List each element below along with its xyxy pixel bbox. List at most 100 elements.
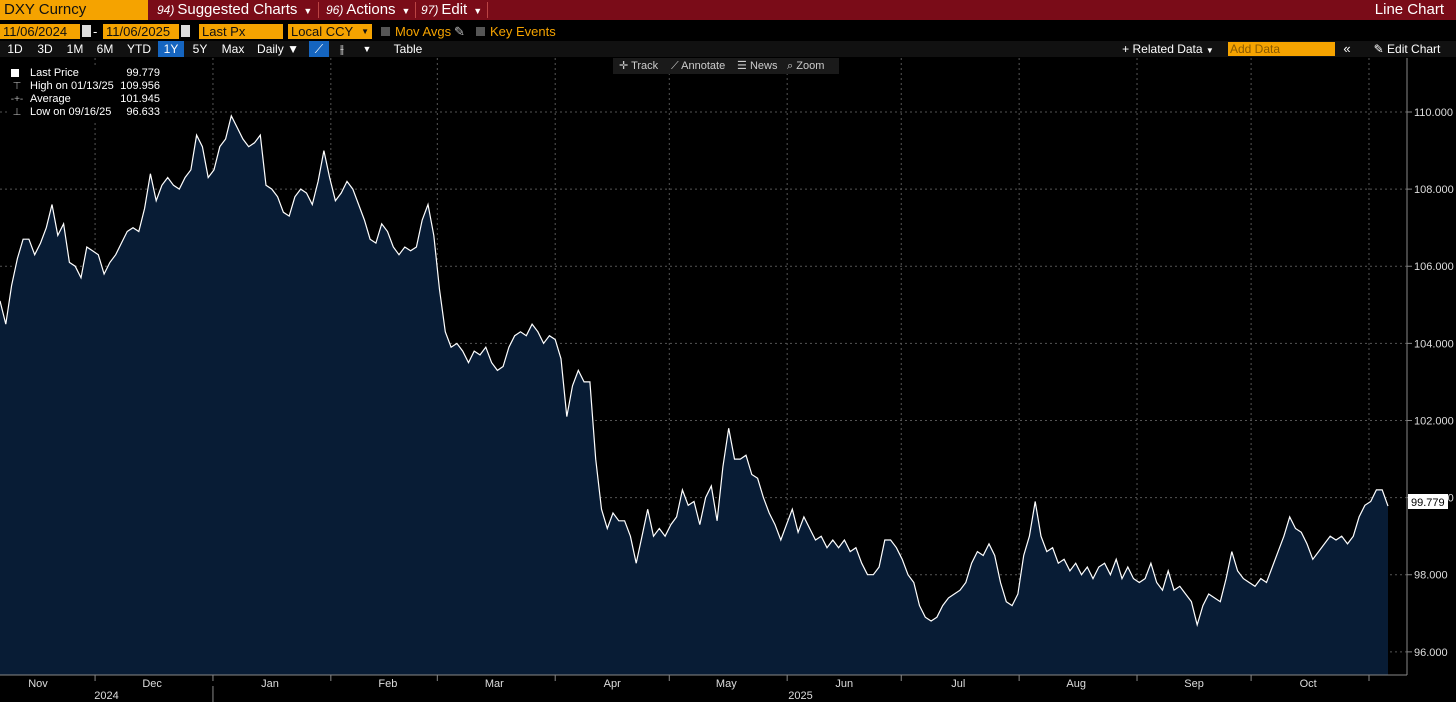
caret-down-icon: ▼ [473,6,483,16]
currency-label: Local CCY [291,24,354,39]
x-tick-label: Sep [1184,678,1204,690]
menu-label: Actions [346,1,396,18]
add-data-input[interactable]: Add Data [1228,42,1335,56]
x-tick-label: Jun [835,678,853,690]
range-6m-button[interactable]: 6M [96,42,114,56]
range-ytd-button[interactable]: YTD [127,42,151,56]
x-tick-label: Dec [142,678,162,690]
caret-down-icon: ▼ [401,6,411,16]
x-tick-label: Aug [1066,678,1086,690]
news-tool[interactable]: ☰ News [737,58,777,74]
price-line [0,114,1389,628]
frequency-label: Daily [257,42,284,56]
edit-menu[interactable]: 97) Edit ▼ [421,0,482,20]
menu-divider [318,2,319,18]
track-tool[interactable]: ✛ Track [619,58,658,74]
legend-value: 109.956 [120,80,160,92]
x-tick-label: Apr [604,678,621,690]
line-chart-icon[interactable]: ⟋ [309,41,329,57]
key-events-checkbox[interactable] [476,27,485,36]
related-data-label: Related Data [1132,42,1203,56]
range-1m-button[interactable]: 1M [66,42,84,56]
frequency-select[interactable]: Daily ▼ [253,41,303,57]
currency-select[interactable]: Local CCY ▼ [288,24,372,39]
range-1y-button[interactable]: 1Y [158,41,184,57]
end-date-field[interactable]: 11/06/2025 [103,24,179,39]
price-area-fill [0,115,1388,676]
actions-menu[interactable]: 96) Actions ▼ [326,0,410,20]
low-marker-icon: ⊥ [12,107,22,118]
y-tick-label: 96.000 [1414,647,1448,659]
crosshair-icon: ✛ [619,60,629,72]
tool-label: Annotate [681,60,726,72]
legend-label: High on 01/13/25 [30,80,114,92]
tool-label: Track [631,60,659,72]
ticker-input[interactable]: DXY Curncy [0,0,148,20]
high-marker-icon: ⊤ [12,81,22,92]
mov-avgs-checkbox[interactable] [381,27,390,36]
x-tick-label: May [716,678,737,690]
white-square-icon [11,69,19,77]
legend-label: Average [30,93,71,105]
menu-divider [487,2,488,18]
x-tick-label: Nov [28,678,48,690]
x-tick-label: Jan [261,678,279,690]
date-dash: - [93,24,98,39]
table-button[interactable]: Table [393,42,423,56]
legend-value: 101.945 [120,93,160,105]
caret-down-icon: ▼ [361,27,369,36]
range-max-button[interactable]: Max [221,42,245,56]
legend-value: 99.779 [126,67,160,79]
collapse-arrows-icon[interactable]: « [1343,41,1351,56]
caret-down-icon[interactable]: ▼ [362,44,372,54]
news-icon: ☰ [737,60,747,72]
edit-chart-button[interactable]: ✎ Edit Chart [1360,41,1454,57]
legend-label: Low on 09/16/25 [30,106,112,118]
plus-icon: + [1122,42,1130,56]
chart-tools-bar: ✛ Track ⟋ Annotate ☰ News ⌕ Zoom [613,58,839,74]
mov-avgs-label[interactable]: Mov Avgs [395,24,452,39]
calendar-icon[interactable] [181,25,190,37]
average-marker-icon: -+- [10,94,24,105]
y-tick-label: 102.000 [1414,415,1454,427]
legend-row-last-price[interactable]: Last Price 99.779 [7,67,163,80]
menu-number: 97) [421,3,439,17]
related-data-button[interactable]: + Related Data ▼ [1118,41,1218,57]
y-tick-label: 108.000 [1414,184,1454,196]
x-tick-label: Mar [485,678,504,690]
settings-row: 11/06/2024 - 11/06/2025 Last Px Local CC… [0,22,1456,40]
pencil-icon[interactable]: ✎ [454,24,465,39]
last-price-tag [1408,494,1448,509]
edit-chart-label: Edit Chart [1387,42,1441,56]
y-tick-label: 104.000 [1414,338,1454,350]
y-tick-label: 110.000 [1414,107,1453,119]
range-3d-button[interactable]: 3D [37,42,53,56]
range-1d-button[interactable]: 1D [7,42,23,56]
zoom-tool[interactable]: ⌕ Zoom [787,58,824,74]
y-axis-ticks: 96.00098.000100.000102.000104.000106.000… [1407,107,1454,659]
bar-chart-icon[interactable]: ⫲ [340,42,344,56]
tool-label: News [749,60,778,72]
x-axis-ticks: Nov Dec Jan Feb Mar Apr May Jun Jul Aug Sep Oct 2024… [28,675,1370,702]
range-5y-button[interactable]: 5Y [192,42,208,56]
legend-row-low: ⊥ Low on 09/16/25 96.633 [7,106,163,119]
start-date-field[interactable]: 11/06/2024 [0,24,80,39]
last-price-tag-label: 99.779 [1411,497,1445,509]
menu-label: Suggested Charts [177,1,298,18]
chart-type-label: Line Chart [1374,1,1444,18]
calendar-icon[interactable] [82,25,91,37]
caret-down-icon: ▼ [1205,46,1214,55]
key-events-label[interactable]: Key Events [490,24,556,39]
annotate-tool[interactable]: ⟋ Annotate [671,58,725,74]
year-label: 2025 [788,690,812,702]
field-select[interactable]: Last Px [199,24,283,39]
menu-divider [415,2,416,18]
menu-label: Edit [441,1,468,18]
tool-label: Zoom [796,60,825,72]
legend-row-high: ⊤ High on 01/13/25 109.956 [7,80,163,93]
suggested-charts-menu[interactable]: 94) Suggested Charts ▼ [157,0,312,20]
pencil-icon: ✎ [1373,42,1384,56]
x-tick-label: Feb [378,678,397,690]
y-tick-label: 98.000 [1414,570,1448,582]
